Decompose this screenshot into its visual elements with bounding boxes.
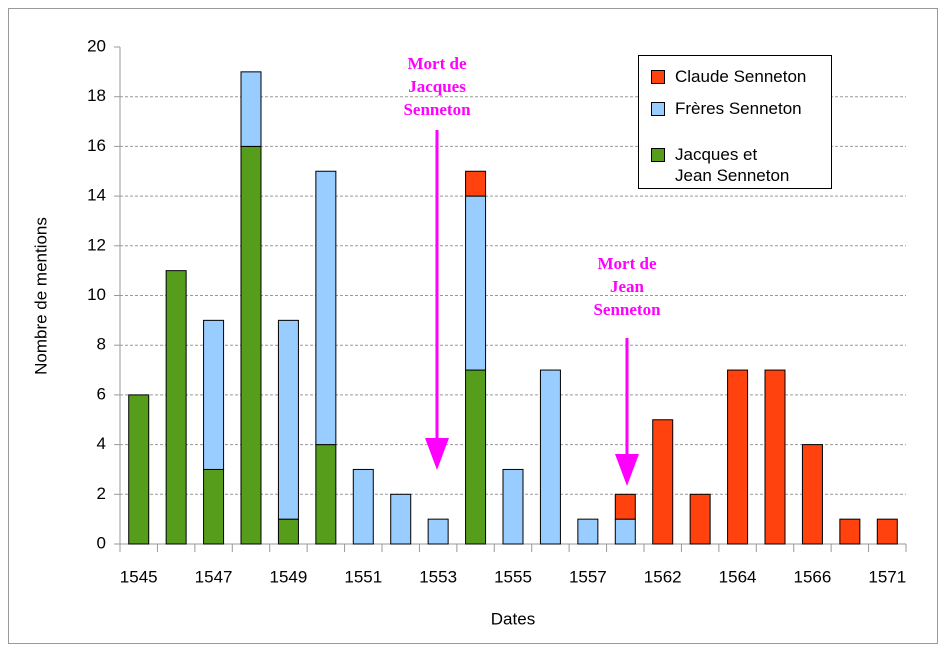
- bar-segment: [352, 468, 374, 545]
- bar-segment: [614, 518, 636, 545]
- x-tick-label: 1557: [569, 567, 607, 586]
- x-tick-label: 1545: [120, 567, 158, 586]
- bar-segment: [839, 518, 861, 545]
- bar-segment: [240, 145, 262, 545]
- x-tick-label: 1562: [644, 567, 682, 586]
- bar-segment: [203, 319, 225, 470]
- bar-segment: [203, 468, 225, 545]
- bar-segment: [614, 493, 636, 520]
- bar-segment: [427, 518, 449, 545]
- annotation: Mort de Jean Senneton: [593, 254, 661, 319]
- legend-label: Jacques et Jean Senneton: [675, 145, 790, 185]
- legend: Claude Senneton Frères Senneton Jacques et…: [638, 55, 832, 189]
- x-tick-label: 1571: [868, 567, 906, 586]
- y-tick-label: 6: [97, 384, 106, 403]
- annotation: Mort de Jacques Senneton: [403, 54, 471, 119]
- bar-segment: [240, 71, 262, 147]
- bar-segment: [689, 493, 711, 545]
- bar-segment: [764, 369, 786, 545]
- legend-item: Jacques et Jean Senneton: [651, 144, 795, 186]
- y-tick-label: 14: [87, 186, 106, 205]
- legend-label: Claude Senneton: [675, 67, 807, 86]
- x-tick-label: 1547: [195, 567, 233, 586]
- y-tick-label: 12: [87, 235, 106, 254]
- bar-segment: [165, 270, 187, 545]
- bar-segment: [652, 419, 674, 545]
- y-tick-label: 8: [97, 335, 106, 354]
- legend-swatch: [651, 102, 665, 116]
- legend-swatch: [651, 70, 665, 84]
- annotation-arrowhead: [615, 454, 639, 486]
- x-tick-label: 1564: [719, 567, 757, 586]
- bar-segment: [727, 369, 749, 545]
- bar-segment: [801, 444, 823, 545]
- bar-segment: [502, 468, 524, 545]
- bar-segment: [277, 319, 299, 520]
- legend-item: Claude Senneton: [651, 66, 825, 87]
- legend-swatch: [651, 148, 665, 162]
- bar-segment: [277, 518, 299, 545]
- legend-item: Frères Senneton: [651, 98, 825, 119]
- bar-segment: [539, 369, 561, 545]
- bar-segment: [465, 369, 487, 545]
- bar-segment: [465, 170, 487, 197]
- y-tick-label: 4: [97, 434, 106, 453]
- bar-segment: [315, 170, 337, 446]
- y-tick-label: 20: [87, 36, 106, 55]
- y-tick-label: 10: [87, 285, 106, 304]
- bar-segment: [128, 394, 150, 545]
- y-tick-label: 18: [87, 86, 106, 105]
- y-tick-label: 0: [97, 533, 106, 552]
- y-tick-label: 2: [97, 484, 106, 503]
- bar-segment: [390, 493, 412, 545]
- annotation-arrowhead: [425, 438, 449, 470]
- y-axis-label: Nombre de mentions: [31, 217, 50, 375]
- x-tick-label: 1553: [419, 567, 457, 586]
- y-tick-label: 16: [87, 136, 106, 155]
- x-tick-label: 1551: [344, 567, 382, 586]
- legend-label: Frères Senneton: [675, 99, 802, 118]
- x-axis-label: Dates: [491, 609, 535, 628]
- bar-segment: [577, 518, 599, 545]
- bar-segment: [876, 518, 898, 545]
- x-tick-label: 1566: [794, 567, 832, 586]
- bar-segment: [315, 444, 337, 545]
- x-tick-label: 1549: [270, 567, 308, 586]
- bar-segment: [465, 195, 487, 371]
- x-tick-label: 1555: [494, 567, 532, 586]
